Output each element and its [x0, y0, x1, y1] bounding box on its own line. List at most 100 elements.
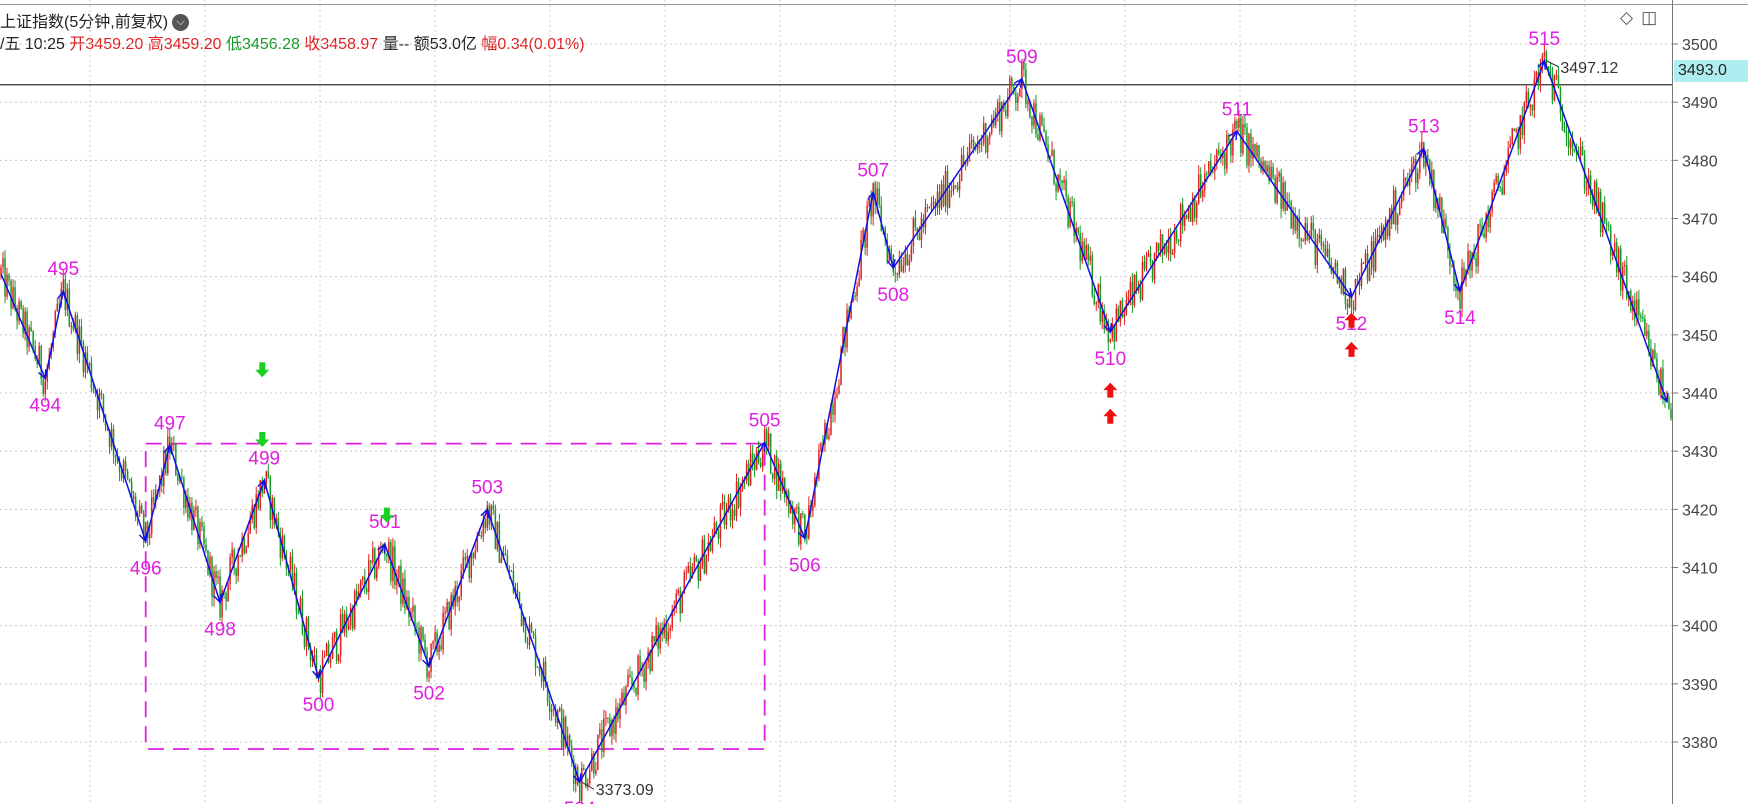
candle-body	[171, 443, 173, 453]
y-tick-label: 3480	[1682, 153, 1718, 170]
candle-body	[1356, 278, 1359, 280]
candle-body	[874, 183, 876, 205]
candle-body	[1009, 78, 1011, 98]
candle-body	[201, 522, 203, 527]
candle-body	[984, 122, 987, 153]
candle-body	[1109, 338, 1112, 343]
candle-body	[1360, 262, 1363, 287]
index-name[interactable]: 上证指数	[0, 14, 65, 31]
candle-body	[784, 477, 786, 498]
candle-body	[812, 505, 814, 512]
candle-body	[1509, 143, 1511, 149]
zigzag-arrowhead	[480, 507, 489, 519]
candle-body	[703, 539, 706, 574]
candle-body	[1161, 234, 1164, 255]
candle-body	[566, 735, 569, 748]
candle-body	[1421, 141, 1423, 152]
candle-body	[1262, 161, 1264, 172]
candle-body	[1292, 214, 1294, 229]
candle-body	[1049, 155, 1051, 159]
candle-body	[1183, 215, 1186, 226]
candle-body	[1175, 230, 1178, 241]
candle-body	[858, 278, 860, 287]
candle-body	[349, 607, 352, 625]
candle-body	[629, 674, 631, 678]
candle-body	[739, 489, 742, 508]
candle-body	[546, 685, 549, 702]
candle-body	[581, 767, 583, 802]
candle-body	[173, 443, 175, 445]
candle-body	[333, 631, 336, 638]
buy-signal-arrow	[1344, 312, 1359, 328]
candle-body	[846, 309, 848, 348]
candle-body	[970, 140, 973, 143]
candle-body	[1408, 175, 1411, 186]
zigzag-arrowhead	[213, 593, 223, 604]
candle-body	[886, 239, 888, 262]
candle-body	[291, 556, 294, 586]
candle-body	[140, 505, 143, 514]
candle-body	[1445, 218, 1447, 228]
candle-body	[914, 218, 917, 228]
candle-body	[593, 753, 595, 774]
wave-label: 507	[857, 160, 889, 181]
candle-body	[18, 301, 20, 321]
candle-body	[1617, 248, 1620, 273]
candle-body	[498, 522, 501, 563]
candle-body	[183, 477, 185, 508]
candle-body	[303, 633, 306, 647]
panel-toggle-icon[interactable]: ◫	[1641, 8, 1658, 27]
candle-body	[1467, 250, 1469, 270]
candle-body	[116, 457, 119, 462]
candle-body	[1447, 227, 1449, 251]
candle-body	[1435, 198, 1437, 209]
candle-body	[474, 550, 477, 559]
candle-body	[1111, 324, 1114, 339]
candle-body	[1296, 216, 1298, 231]
candle-body	[834, 397, 836, 415]
candle-body	[327, 643, 330, 663]
candle-body	[550, 709, 553, 712]
candle-body	[860, 239, 862, 279]
candle-body	[974, 148, 977, 150]
candle-body	[366, 588, 368, 593]
candle-body	[820, 443, 822, 451]
candle-body	[124, 461, 127, 472]
candle-body	[20, 301, 22, 309]
candle-body	[1097, 284, 1100, 303]
chevron-down-circle-icon[interactable]: ⌵	[172, 14, 190, 32]
candle-body	[1660, 368, 1662, 395]
candle-body	[42, 379, 44, 394]
candle-body	[472, 552, 475, 559]
y-tick-label: 3490	[1682, 95, 1718, 112]
diamond-icon[interactable]: ◇	[1620, 8, 1634, 27]
candle-body	[1298, 216, 1300, 239]
y-tick-label: 3380	[1682, 735, 1718, 752]
candle-body	[187, 495, 189, 518]
candle-body	[1258, 145, 1260, 162]
candle-body	[721, 501, 724, 506]
candle-body	[448, 602, 450, 630]
candle-body	[1193, 197, 1196, 218]
candle-body	[1503, 172, 1505, 195]
zigzag-arrowhead	[377, 542, 386, 554]
candle-body	[478, 535, 481, 537]
candle-body	[884, 228, 886, 240]
candle-body	[1662, 368, 1664, 400]
candle-body	[100, 392, 103, 395]
candle-body	[747, 463, 750, 486]
candle-body	[944, 170, 947, 206]
candle-body	[982, 122, 985, 144]
candle-body	[761, 453, 764, 467]
candle-body	[430, 643, 432, 672]
candle-body	[1155, 242, 1158, 253]
candle-body	[1238, 117, 1240, 128]
candle-body	[1638, 299, 1640, 316]
candle-body	[396, 578, 398, 586]
chart-title-row: 上证指数(5分钟,前复权) ⌵	[0, 8, 190, 32]
candle-body	[293, 573, 296, 586]
candle-body	[56, 303, 59, 312]
candle-body	[406, 596, 408, 609]
candle-body	[512, 571, 515, 593]
